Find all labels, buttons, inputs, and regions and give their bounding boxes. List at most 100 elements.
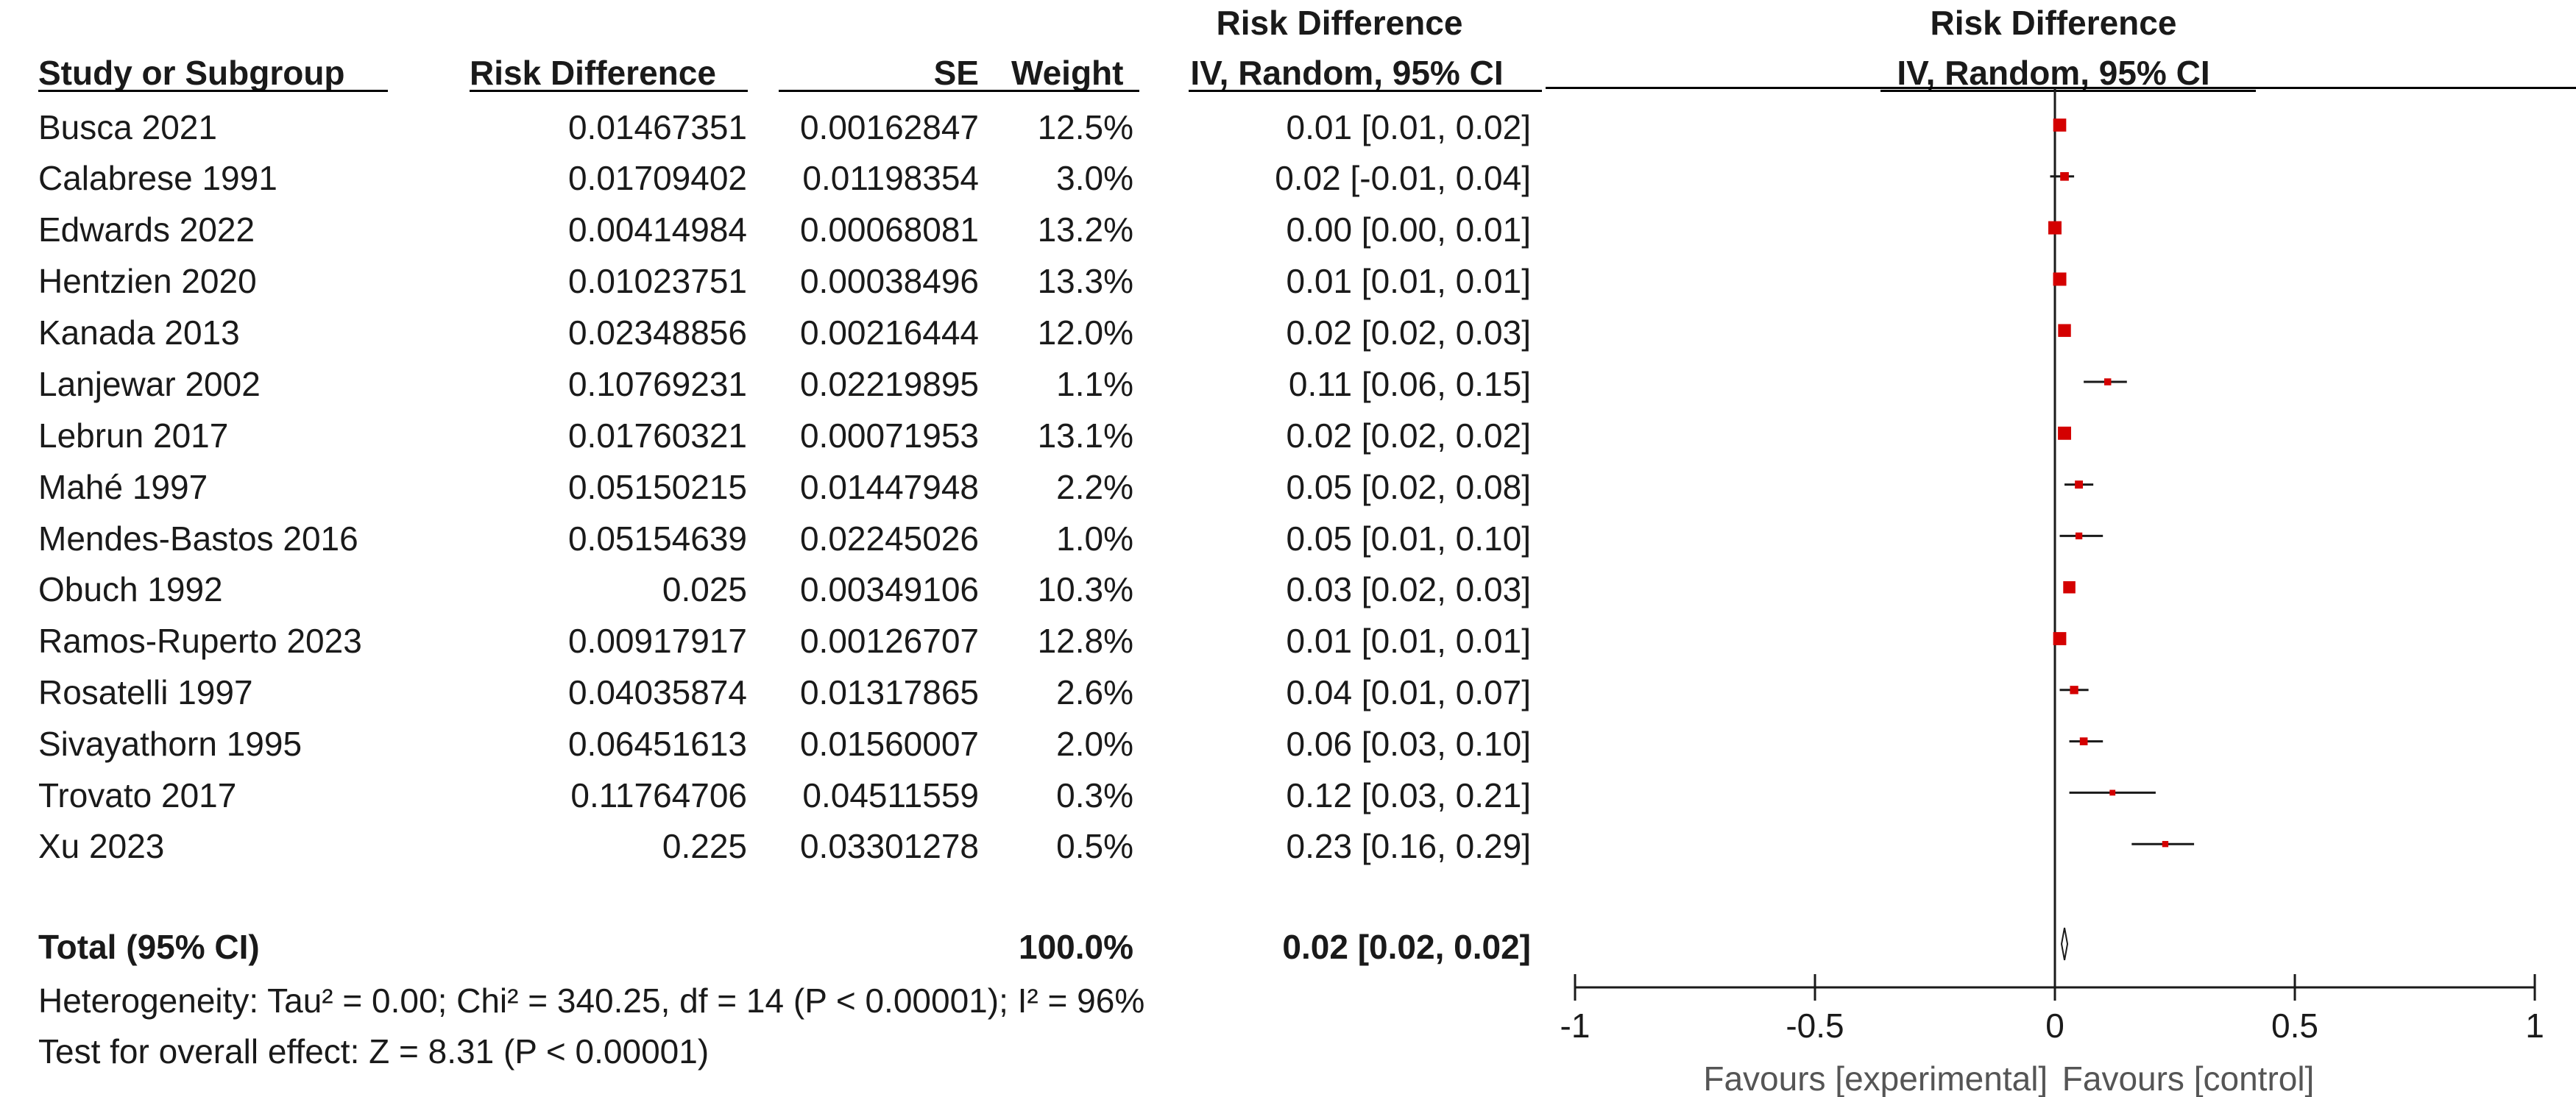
row-study: Lanjewar 2002	[38, 365, 261, 403]
row-ci: 0.05 [0.01, 0.10]	[1286, 519, 1532, 558]
header-underline	[470, 90, 748, 92]
row-rd: 0.01760321	[567, 416, 747, 455]
x-tick-label: -0.5	[1786, 1007, 1844, 1045]
row-rd: 0.00917917	[567, 622, 747, 660]
row-weight: 3.0%	[1056, 159, 1133, 197]
x-tick-label: 1	[2525, 1007, 2544, 1045]
plot-lines	[1574, 88, 2536, 1001]
header-study: Study or Subgroup	[38, 54, 345, 92]
row-se: 0.01560007	[799, 725, 979, 763]
effect-marker	[2075, 480, 2084, 489]
row-se: 0.00216444	[799, 313, 979, 352]
row-weight: 0.5%	[1056, 827, 1133, 865]
header-ci-subtitle: IV, Random, 95% CI	[1190, 54, 1504, 92]
row-rd: 0.04035874	[567, 673, 747, 711]
effect-marker	[2053, 118, 2067, 132]
effect-marker	[2053, 272, 2067, 286]
row-ci: 0.03 [0.02, 0.03]	[1286, 570, 1532, 608]
plot-labels: -1 -0.5 0 0.5 1 Favours [experimental] Favours…	[1560, 1007, 2544, 1097]
row-rd: 0.02348856	[567, 313, 747, 352]
row-study: Ramos-Ruperto 2023	[38, 622, 362, 660]
row-weight: 13.2%	[1037, 210, 1133, 249]
row-rd: 0.01023751	[567, 262, 747, 300]
row-weight: 12.0%	[1037, 313, 1133, 352]
row-se: 0.00071953	[799, 416, 979, 455]
total-diamond	[2061, 927, 2069, 961]
effect-marker	[2075, 532, 2083, 540]
row-ci: 0.06 [0.03, 0.10]	[1286, 725, 1532, 763]
row-ci: 0.01 [0.01, 0.01]	[1286, 262, 1532, 300]
row-weight: 1.1%	[1056, 365, 1133, 403]
row-study: Hentzien 2020	[38, 262, 257, 300]
row-study: Busca 2021	[38, 108, 217, 146]
row-rd: 0.00414984	[567, 210, 747, 249]
x-tick-label: 0.5	[2271, 1007, 2318, 1045]
effect-marker	[2162, 841, 2169, 848]
row-se: 0.03301278	[799, 827, 979, 865]
plot-subtitle: IV, Random, 95% CI	[1897, 54, 2210, 92]
row-weight: 10.3%	[1037, 570, 1133, 608]
row-rd: 0.06451613	[567, 725, 747, 763]
row-ci: 0.23 [0.16, 0.29]	[1286, 827, 1532, 865]
effect-marker	[2058, 426, 2071, 440]
overall-effect-text: Test for overall effect: Z = 8.31 (P < 0…	[38, 1032, 710, 1071]
row-rd: 0.025	[662, 570, 747, 608]
header-underline	[1189, 90, 1542, 92]
effect-marker	[2079, 737, 2088, 745]
total-label: Total (95% CI)	[38, 928, 260, 966]
row-se: 0.00162847	[799, 108, 979, 146]
effect-marker	[2048, 221, 2062, 235]
row-study: Mendes-Bastos 2016	[38, 519, 358, 558]
row-study: Obuch 1992	[38, 570, 223, 608]
row-ci: 0.02 [-0.01, 0.04]	[1275, 159, 1531, 197]
row-se: 0.04511559	[802, 776, 979, 814]
row-study: Sivayathorn 1995	[38, 725, 302, 763]
row-weight: 2.6%	[1056, 673, 1133, 711]
plot-marks	[2048, 118, 2195, 961]
row-rd: 0.05150215	[567, 468, 747, 506]
effect-marker	[2058, 324, 2071, 337]
header-weight: Weight	[1011, 54, 1124, 92]
row-weight: 13.1%	[1037, 416, 1133, 455]
row-se: 0.02219895	[799, 365, 979, 403]
row-ci: 0.12 [0.03, 0.21]	[1286, 776, 1532, 814]
header-se: SE	[933, 54, 979, 92]
row-ci: 0.02 [0.02, 0.03]	[1286, 313, 1532, 352]
row-rd: 0.10769231	[567, 365, 747, 403]
row-rd: 0.01709402	[567, 159, 747, 197]
row-ci: 0.11 [0.06, 0.15]	[1288, 365, 1531, 403]
row-ci: 0.05 [0.02, 0.08]	[1286, 468, 1532, 506]
row-weight: 1.0%	[1056, 519, 1133, 558]
row-se: 0.00349106	[799, 570, 979, 608]
row-rd: 0.01467351	[567, 108, 747, 146]
row-weight: 12.5%	[1037, 108, 1133, 146]
row-weight: 2.2%	[1056, 468, 1133, 506]
row-ci: 0.01 [0.01, 0.02]	[1286, 108, 1532, 146]
row-rd: 0.11764706	[570, 776, 747, 814]
favours-experimental-label: Favours [experimental]	[1703, 1059, 2048, 1097]
x-tick-label: 0	[2045, 1007, 2064, 1045]
effect-marker	[2109, 789, 2116, 796]
favours-control-label: Favours [control]	[2062, 1059, 2315, 1097]
row-study: Kanada 2013	[38, 313, 240, 352]
header-underline	[779, 90, 1139, 92]
plot-title: Risk Difference	[1930, 4, 2177, 42]
total-ci: 0.02 [0.02, 0.02]	[1282, 928, 1531, 966]
row-weight: 0.3%	[1056, 776, 1133, 814]
row-study: Mahé 1997	[38, 468, 208, 506]
row-se: 0.00126707	[799, 622, 979, 660]
row-se: 0.01317865	[799, 673, 979, 711]
header-ci-title: Risk Difference	[1216, 4, 1463, 42]
x-tick-label: -1	[1560, 1007, 1590, 1045]
row-rd: 0.05154639	[567, 519, 747, 558]
heterogeneity-text: Heterogeneity: Tau² = 0.00; Chi² = 340.2…	[38, 981, 1145, 1020]
row-study: Xu 2023	[38, 827, 165, 865]
row-ci: 0.01 [0.01, 0.01]	[1286, 622, 1532, 660]
plot-top-rule	[1546, 87, 2576, 89]
row-rd: 0.225	[662, 827, 747, 865]
header-risk-difference: Risk Difference	[470, 54, 716, 92]
row-study: Rosatelli 1997	[38, 673, 253, 711]
row-ci: 0.00 [0.00, 0.01]	[1286, 210, 1532, 249]
row-weight: 2.0%	[1056, 725, 1133, 763]
